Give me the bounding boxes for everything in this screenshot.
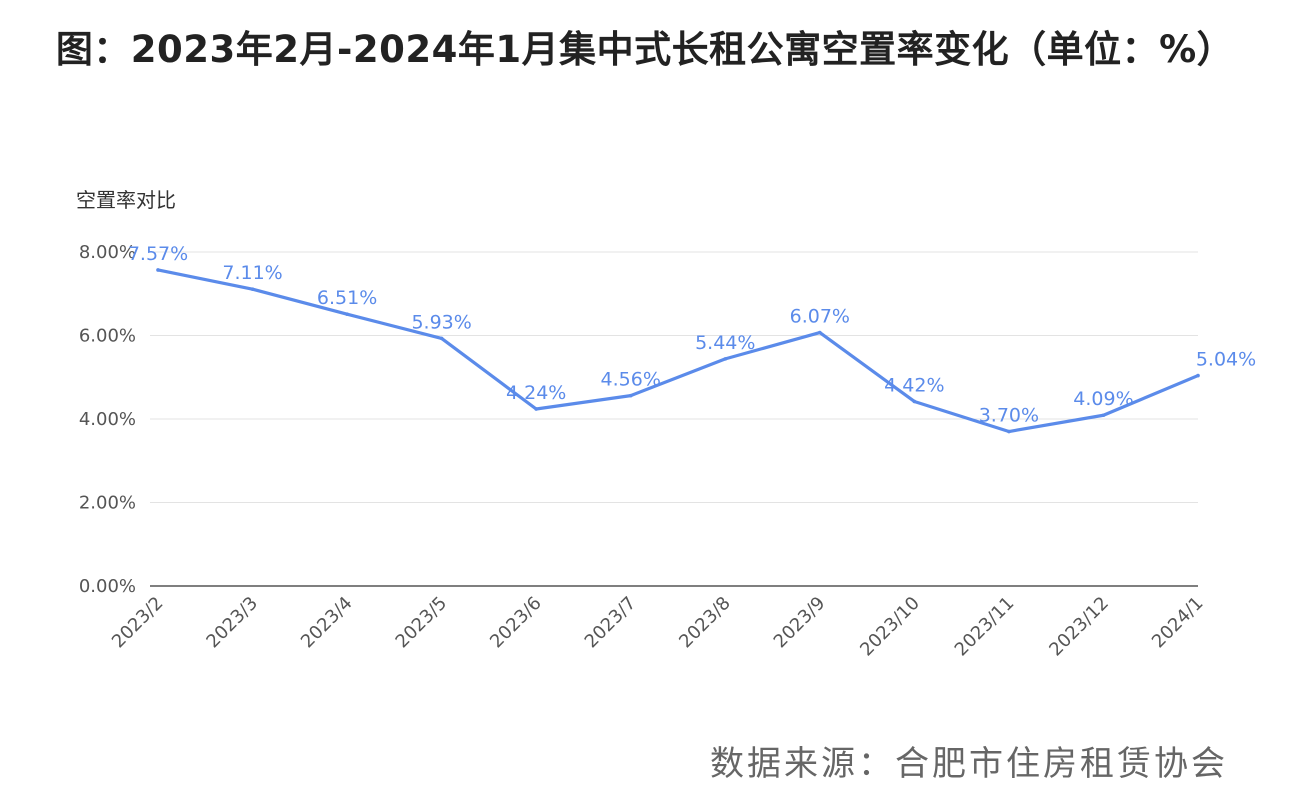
data-label: 7.57% — [128, 243, 188, 265]
data-label: 4.09% — [1073, 388, 1133, 410]
data-label: 5.93% — [411, 311, 471, 333]
source-note: 数据来源：合肥市住房租赁协会 — [710, 744, 1228, 784]
y-tick-label: 4.00% — [79, 409, 136, 430]
data-point — [439, 336, 444, 341]
x-tick-label: 2023/12 — [1045, 593, 1113, 661]
x-tick-labels: 2023/2 2023/3 2023/4 2023/5 2023/6 2023/7 2023… — [108, 593, 1208, 661]
data-point — [1007, 429, 1011, 434]
data-point — [723, 357, 728, 361]
y-axis-label: 空置率对比 — [76, 188, 176, 212]
data-label: 4.24% — [506, 382, 566, 404]
data-labels: 7.57% 7.11% 6.51% 5.93% 4.24% 4.56% 5.44% 6.07%… — [128, 243, 1256, 427]
chart-title: 图：2023年2月-2024年1月集中式长租公寓空置率变化（单位：%） — [55, 28, 1235, 71]
data-point — [912, 399, 917, 404]
data-point — [250, 287, 255, 291]
x-tick-label: 2023/10 — [856, 593, 924, 661]
data-label: 7.11% — [222, 262, 282, 284]
x-tick-label: 2024/1 — [1148, 593, 1208, 653]
x-tick-label: 2023/8 — [675, 593, 735, 653]
grid-lines — [150, 251, 1198, 587]
data-label: 4.56% — [601, 369, 661, 391]
x-tick-label: 2023/6 — [486, 593, 546, 653]
data-point — [345, 312, 349, 317]
data-point — [534, 407, 538, 411]
y-tick-label: 8.00% — [79, 242, 136, 263]
data-point — [156, 268, 160, 272]
y-tick-labels: 0.00% 2.00% 4.00% 6.00% 8.00% — [79, 242, 136, 597]
series-line — [156, 268, 1200, 434]
data-label: 6.07% — [790, 306, 850, 328]
data-label: 6.51% — [317, 287, 377, 309]
x-tick-label: 2023/2 — [108, 593, 168, 653]
data-label: 4.42% — [884, 374, 944, 396]
y-tick-label: 6.00% — [79, 326, 136, 347]
x-tick-label: 2023/11 — [951, 593, 1019, 661]
x-tick-label: 2023/5 — [392, 593, 452, 653]
data-label: 5.04% — [1196, 349, 1256, 371]
data-point — [1196, 373, 1200, 378]
series-polyline — [156, 268, 1200, 434]
x-tick-label: 2023/7 — [581, 593, 641, 653]
y-tick-label: 2.00% — [79, 493, 136, 514]
data-point — [818, 330, 822, 335]
y-tick-label: 0.00% — [79, 576, 136, 597]
data-point — [1101, 413, 1106, 418]
x-tick-label: 2023/9 — [770, 593, 830, 653]
data-point — [628, 393, 633, 398]
data-label: 5.44% — [695, 332, 755, 354]
x-tick-label: 2023/3 — [202, 593, 262, 653]
data-label: 3.70% — [979, 405, 1039, 427]
x-tick-label: 2023/4 — [297, 593, 357, 653]
